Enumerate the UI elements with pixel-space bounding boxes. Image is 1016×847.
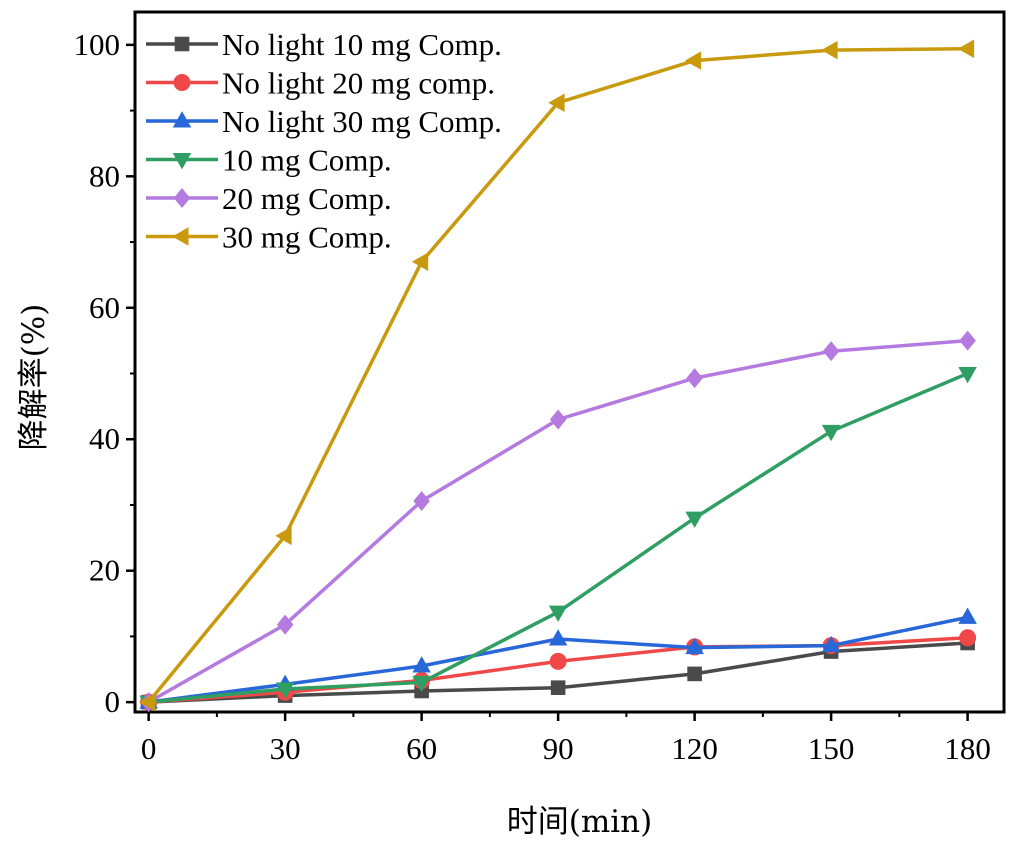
legend: No light 10 mg Comp. No light 20 mg comp.… xyxy=(146,27,502,255)
legend-entry: 10 mg Comp. xyxy=(146,143,392,178)
y-tick-label: 40 xyxy=(89,421,120,456)
data-point xyxy=(686,368,703,389)
data-point xyxy=(412,656,431,673)
data-point xyxy=(821,635,841,653)
y-axis-ticks: 0 20 40 60 80 100 xyxy=(74,27,135,719)
data-point xyxy=(413,491,430,511)
plot-frame xyxy=(133,10,1006,714)
y-tick-label: 0 xyxy=(105,684,121,719)
data-point xyxy=(411,252,429,272)
data-point xyxy=(138,692,156,712)
y-axis-title: 降解率(%) xyxy=(16,304,52,451)
legend-label: No light 30 mg Comp. xyxy=(222,104,502,139)
series-5 xyxy=(140,330,976,713)
x-tick-label: 120 xyxy=(671,731,718,766)
data-point xyxy=(412,675,431,693)
data-point xyxy=(275,526,292,546)
legend-marker xyxy=(172,111,192,128)
legend-entry: No light 10 mg Comp. xyxy=(146,27,502,62)
legend-marker xyxy=(174,36,190,52)
legend-label: 30 mg Comp. xyxy=(222,220,392,255)
x-axis-title: 时间(min) xyxy=(507,804,652,840)
plot-border xyxy=(133,10,1006,714)
x-tick-label: 0 xyxy=(141,731,157,766)
series-6 xyxy=(138,39,975,712)
x-axis-ticks: 0 30 60 90 120 150 180 xyxy=(141,712,991,766)
x-tick-label: 180 xyxy=(944,731,991,766)
data-point xyxy=(685,637,704,655)
data-point xyxy=(958,607,977,624)
y-tick-label: 60 xyxy=(89,290,120,325)
series-layer xyxy=(138,39,977,713)
legend-entry: No light 20 mg comp. xyxy=(146,66,495,101)
y-tick-label: 80 xyxy=(89,158,120,193)
y-tick-label: 100 xyxy=(74,27,121,62)
legend-marker xyxy=(173,74,191,91)
x-tick-label: 150 xyxy=(808,731,855,766)
data-point xyxy=(821,40,838,60)
legend-label: 20 mg Comp. xyxy=(222,181,392,216)
data-point xyxy=(548,93,565,112)
data-point xyxy=(548,605,568,622)
data-point xyxy=(550,680,566,695)
data-point xyxy=(687,666,702,682)
y-tick-label: 20 xyxy=(89,553,120,588)
data-point xyxy=(959,629,977,647)
data-point xyxy=(548,629,568,646)
series-4 xyxy=(139,367,977,712)
x-tick-label: 60 xyxy=(406,731,437,766)
legend-marker xyxy=(173,188,191,208)
x-tick-label: 30 xyxy=(270,731,301,766)
legend-entry: 20 mg Comp. xyxy=(146,181,392,216)
data-point xyxy=(275,682,295,699)
legend-label: No light 10 mg Comp. xyxy=(222,27,502,62)
data-point xyxy=(549,409,567,430)
legend-marker xyxy=(172,153,192,170)
legend-marker xyxy=(172,227,189,246)
series-line xyxy=(147,338,968,704)
data-point xyxy=(549,652,567,670)
legend-label: 10 mg Comp. xyxy=(222,143,392,178)
series-1 xyxy=(141,635,975,710)
data-point xyxy=(822,341,840,362)
legend-entry: No light 30 mg Comp. xyxy=(146,104,502,139)
legend-entry: 30 mg Comp. xyxy=(146,220,392,255)
data-point xyxy=(957,39,975,59)
data-point xyxy=(684,51,702,70)
data-point xyxy=(821,424,841,442)
data-point xyxy=(276,614,294,635)
data-point xyxy=(959,330,976,351)
data-point xyxy=(685,511,704,528)
x-tick-label: 90 xyxy=(543,731,574,766)
legend-label: No light 20 mg comp. xyxy=(222,66,495,101)
data-point xyxy=(958,367,977,384)
